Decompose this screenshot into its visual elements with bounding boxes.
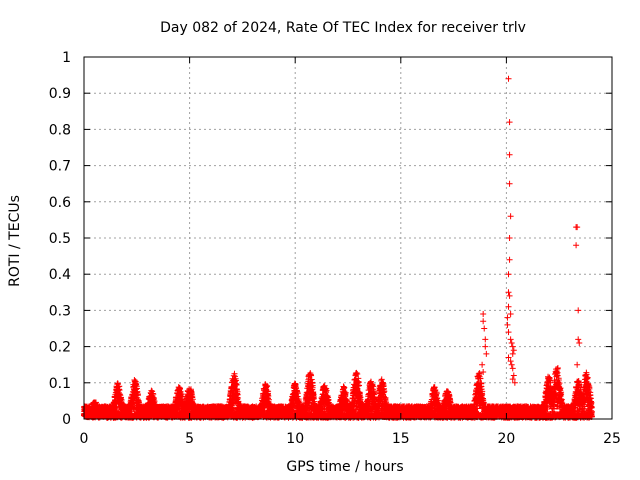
data-point <box>135 392 142 399</box>
grid-lines <box>84 57 612 419</box>
data-points <box>80 75 595 421</box>
data-point <box>135 399 142 406</box>
data-point <box>148 387 155 394</box>
